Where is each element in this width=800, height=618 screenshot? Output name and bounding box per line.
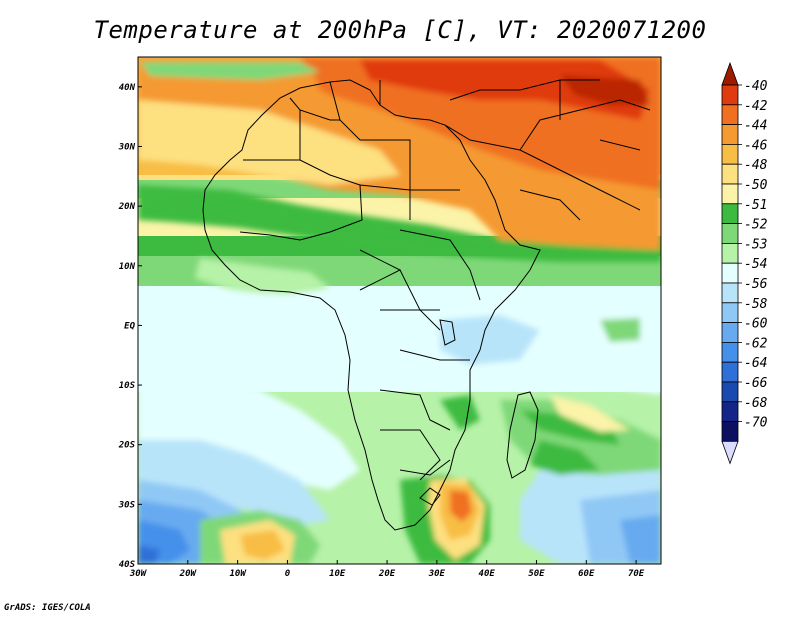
colorbar-box	[721, 104, 739, 126]
lat-label: EQ	[124, 321, 135, 331]
lon-label: 40E	[479, 569, 496, 579]
lon-label: 30E	[428, 569, 446, 579]
map-title: Temperature at 200hPa [C], VT: 202007120…	[93, 16, 707, 44]
lat-label: 40S	[119, 560, 136, 570]
lat-label: 10N	[119, 262, 136, 272]
lat-label: 10S	[119, 381, 136, 391]
colorbar-label: -53	[744, 237, 767, 252]
colorbar-label: -68	[744, 396, 768, 411]
colorbar-box	[721, 262, 739, 284]
colorbar-label: -50	[744, 178, 768, 193]
colorbar-label: -66	[744, 376, 768, 391]
colorbar: -40 -42 -44 -46 -48 -50 -51 -52 -53 -54 -56 -58 -60 -…	[721, 61, 768, 465]
colorbar-label: -56	[744, 277, 768, 292]
colorbar-box	[721, 223, 739, 244]
colorbar-label: -44	[744, 119, 767, 134]
lon-label: 30W	[129, 569, 148, 579]
lat-label: 30S	[118, 500, 136, 510]
colorbar-box	[721, 282, 739, 304]
colorbar-label: -58	[744, 297, 768, 312]
colorbar-box	[721, 302, 739, 323]
colorbar-label: -62	[744, 336, 768, 351]
colorbar-box	[721, 381, 739, 403]
colorbar-box	[721, 322, 739, 343]
colorbar-label: -60	[744, 317, 768, 332]
lon-label: 50E	[528, 569, 545, 579]
colorbar-box	[721, 401, 739, 422]
colorbar-box	[721, 361, 739, 383]
lat-label: 30N	[118, 142, 136, 152]
lon-label: 0	[285, 569, 291, 579]
colorbar-box	[721, 242, 739, 264]
lat-label: 40N	[119, 83, 136, 93]
temperature-field	[138, 57, 661, 564]
map-frame	[137, 56, 662, 565]
colorbar-box	[721, 84, 739, 106]
colorbar-label: -52	[744, 218, 768, 233]
lon-label: 20W	[179, 569, 198, 579]
lon-label: 70E	[628, 569, 645, 579]
colorbar-label: -40	[744, 79, 768, 94]
colorbar-label: -54	[744, 257, 767, 272]
colorbar-label: -42	[744, 99, 768, 114]
colorbar-label: -70	[744, 416, 768, 431]
colorbar-box	[721, 341, 739, 363]
colorbar-top-triangle	[721, 61, 739, 86]
lon-label: 60E	[578, 569, 595, 579]
colorbar-box	[721, 203, 739, 225]
colorbar-box	[721, 183, 739, 205]
lon-label: 10W	[229, 569, 247, 579]
colorbar-bottom-triangle	[721, 440, 739, 465]
coastlines-borders	[202, 79, 651, 531]
colorbar-box	[721, 163, 739, 185]
lon-label: 20E	[378, 569, 396, 579]
colorbar-label: -51	[744, 198, 767, 213]
colorbar-label: -46	[744, 138, 768, 153]
colorbar-box	[721, 421, 739, 442]
colorbar-label: -48	[744, 158, 768, 173]
lon-axis: 30W 20W 10W 0 10E 20E 30E 40E 50E 60E 70E	[129, 560, 645, 579]
lon-label: 10E	[329, 569, 346, 579]
colorbar-box	[721, 124, 739, 145]
lat-axis: 40N 30N 20N 10N EQ 10S 20S 30S 40S	[118, 83, 142, 570]
footer-credit: GrADS: IGES/COLA	[4, 603, 91, 613]
colorbar-box	[721, 143, 739, 165]
colorbar-label: -64	[744, 356, 767, 371]
lat-label: 20N	[118, 202, 136, 212]
lat-label: 20S	[118, 441, 136, 451]
